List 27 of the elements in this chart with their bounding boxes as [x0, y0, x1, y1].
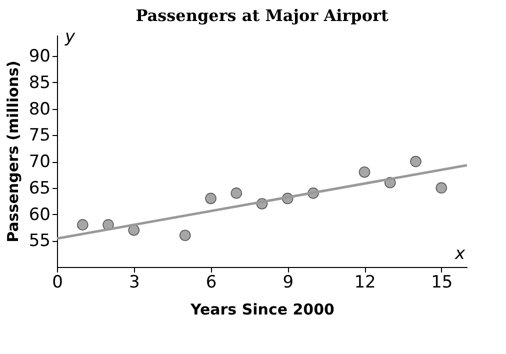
y-tick-label: 75: [28, 126, 50, 146]
x-tick-label: 3: [128, 272, 140, 292]
chart-title: Passengers at Major Airport: [136, 6, 389, 25]
annotation: x: [454, 244, 466, 264]
x-tick-label: 6: [206, 272, 217, 292]
point: [128, 224, 140, 236]
point: [76, 219, 88, 230]
y-tick-label: 65: [28, 178, 50, 198]
point: [205, 192, 216, 204]
y-tick-label: 60: [28, 204, 50, 225]
point: [436, 182, 448, 194]
x-tick-label: 12: [354, 272, 376, 292]
y-tick-label: 85: [28, 72, 50, 93]
y-tick-label: 80: [28, 99, 50, 120]
point: [179, 230, 191, 241]
y-tick-label: 70: [28, 152, 50, 172]
point: [410, 156, 422, 168]
x-axis-title: Years Since 2000: [190, 300, 334, 318]
y-tick-label: 90: [28, 46, 50, 67]
point: [230, 188, 242, 199]
point: [358, 166, 370, 178]
x-tick-label: 9: [282, 272, 294, 292]
y-tick-label: 55: [28, 231, 50, 252]
x-tick-label: 0: [52, 272, 63, 292]
y-axis-title: Passengers (millions): [4, 60, 22, 242]
x-tick-label: 15: [431, 272, 453, 292]
annotation: y: [64, 27, 76, 47]
